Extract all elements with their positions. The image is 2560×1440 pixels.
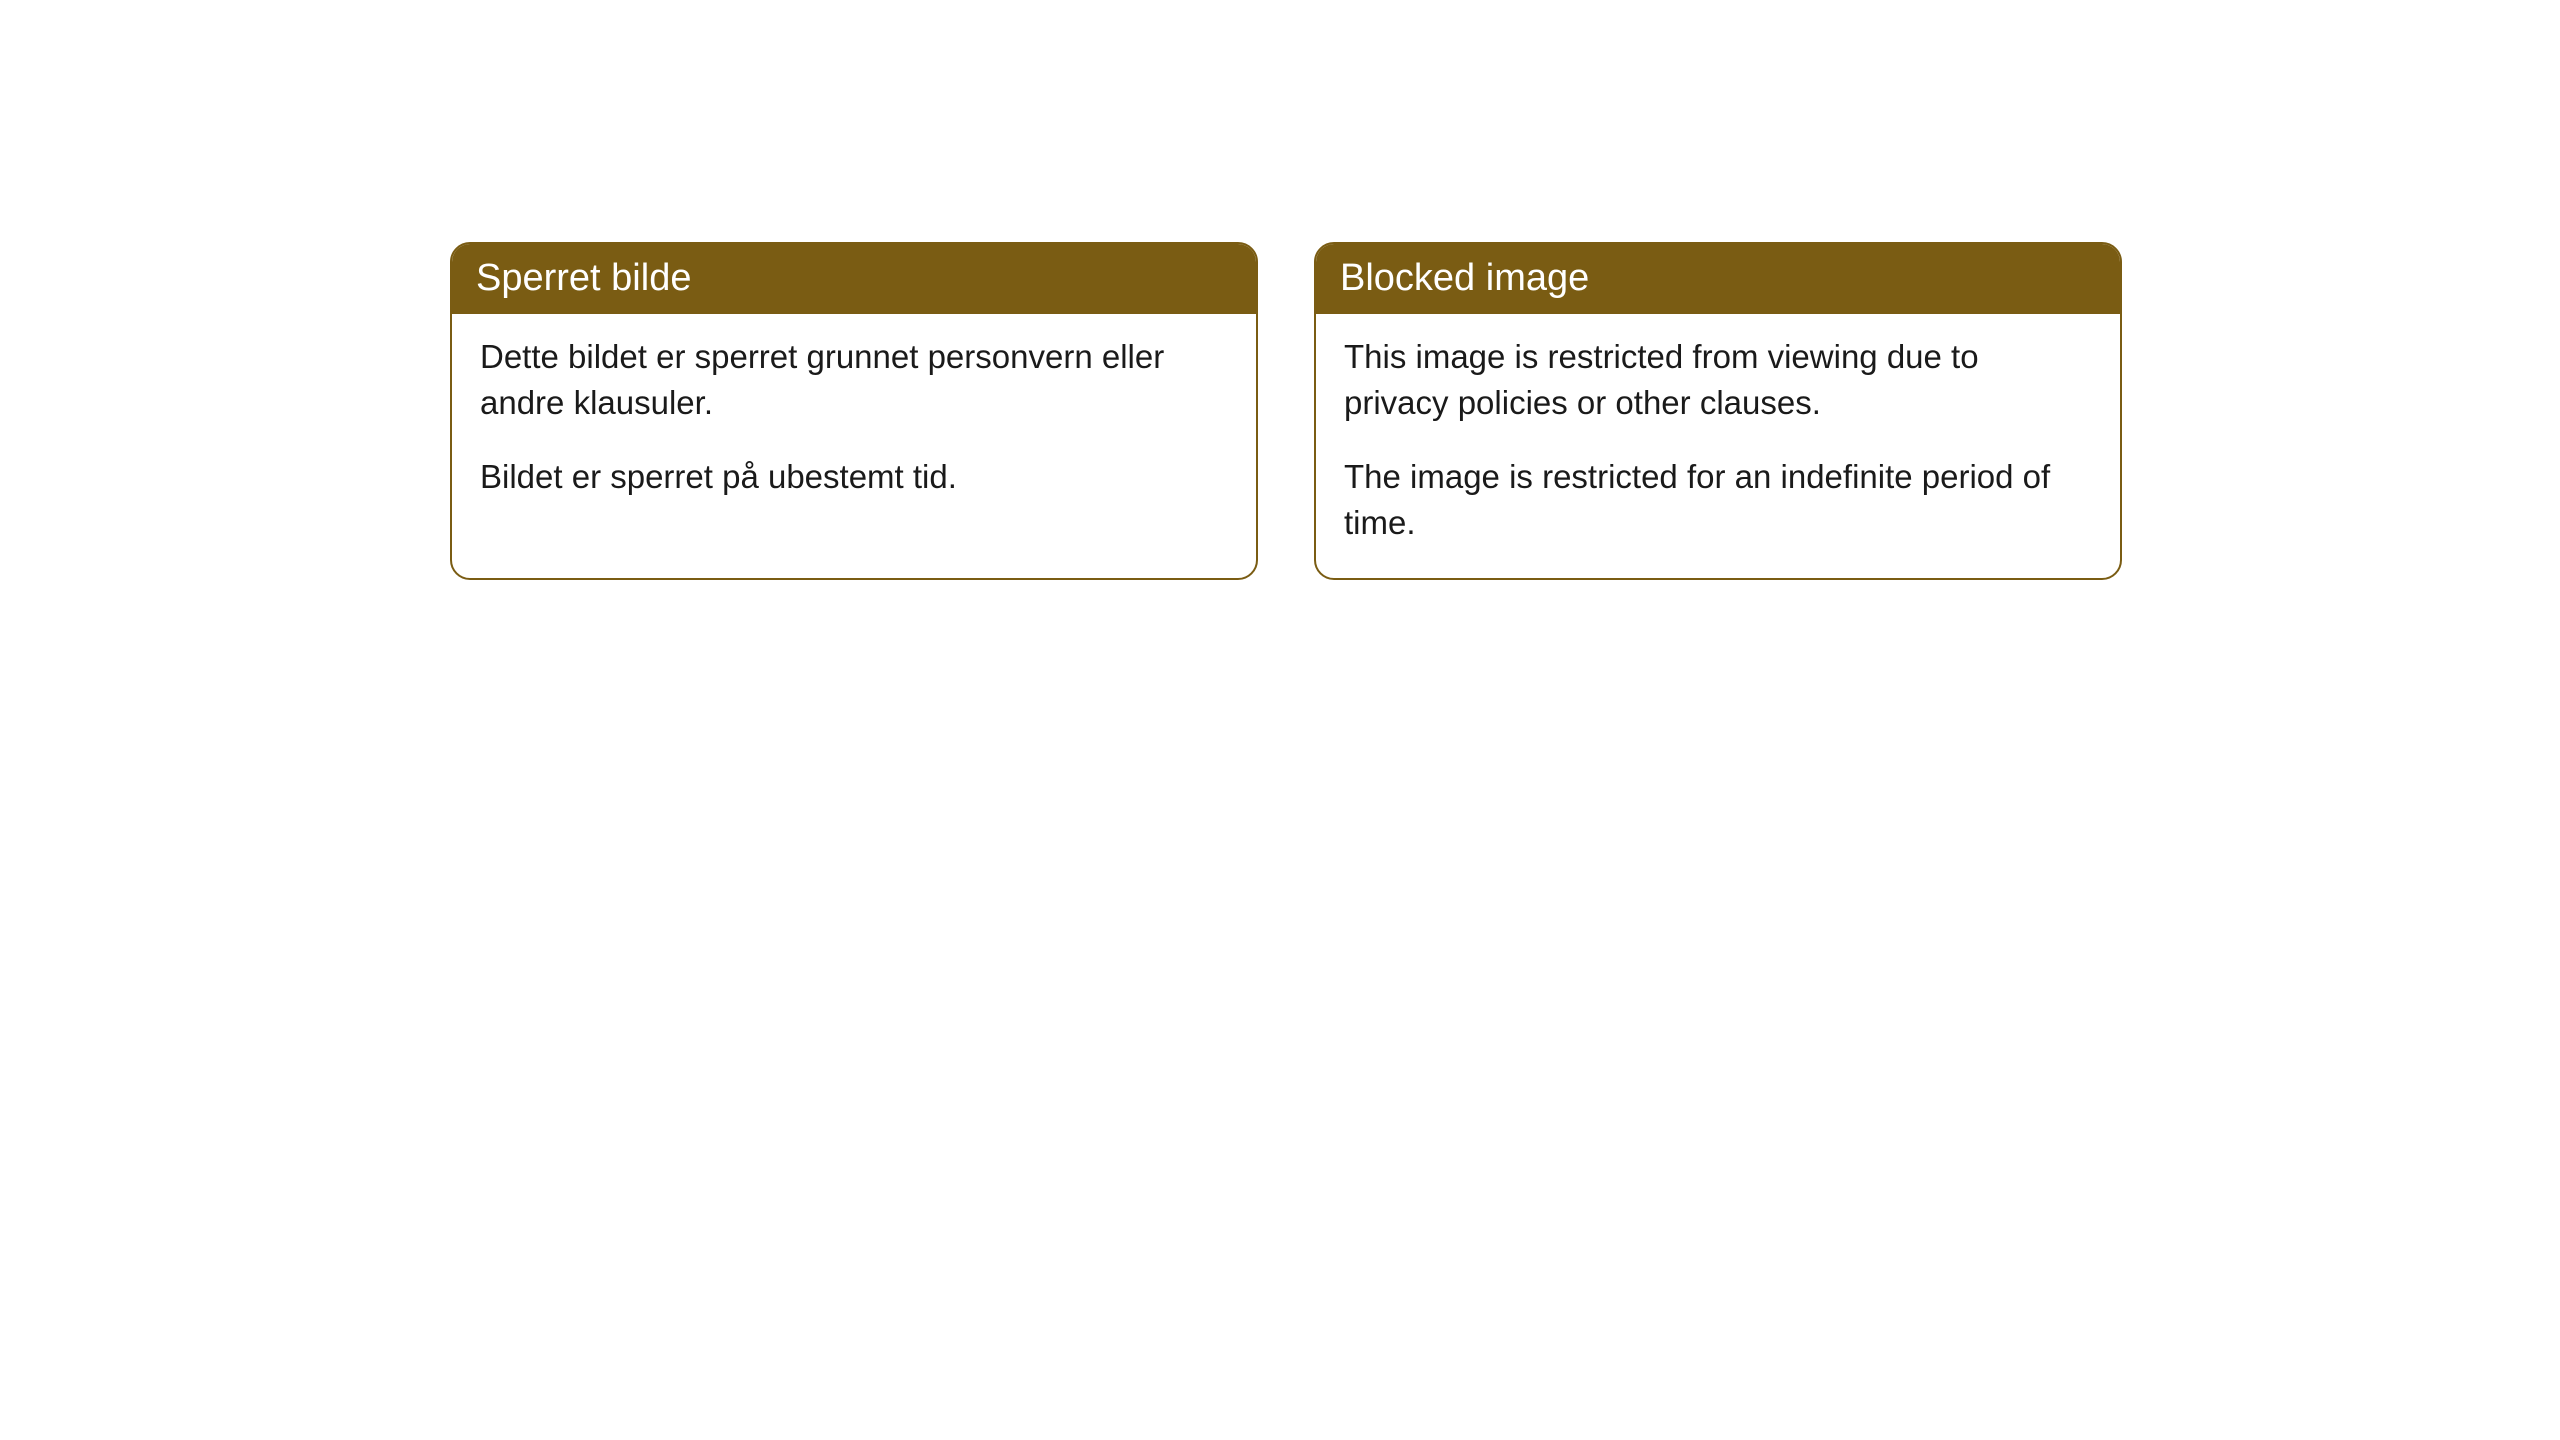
card-paragraph-1: Dette bildet er sperret grunnet personve… [480,334,1228,426]
card-paragraph-2: The image is restricted for an indefinit… [1344,454,2092,546]
card-header-english: Blocked image [1316,244,2120,314]
blocked-image-card-norwegian: Sperret bilde Dette bildet er sperret gr… [450,242,1258,580]
card-body-norwegian: Dette bildet er sperret grunnet personve… [452,314,1256,533]
card-body-english: This image is restricted from viewing du… [1316,314,2120,579]
card-header-norwegian: Sperret bilde [452,244,1256,314]
card-paragraph-1: This image is restricted from viewing du… [1344,334,2092,426]
card-title: Sperret bilde [476,257,691,299]
card-paragraph-2: Bildet er sperret på ubestemt tid. [480,454,1228,500]
blocked-image-card-english: Blocked image This image is restricted f… [1314,242,2122,580]
card-title: Blocked image [1340,257,1589,299]
notice-cards-container: Sperret bilde Dette bildet er sperret gr… [0,0,2560,580]
